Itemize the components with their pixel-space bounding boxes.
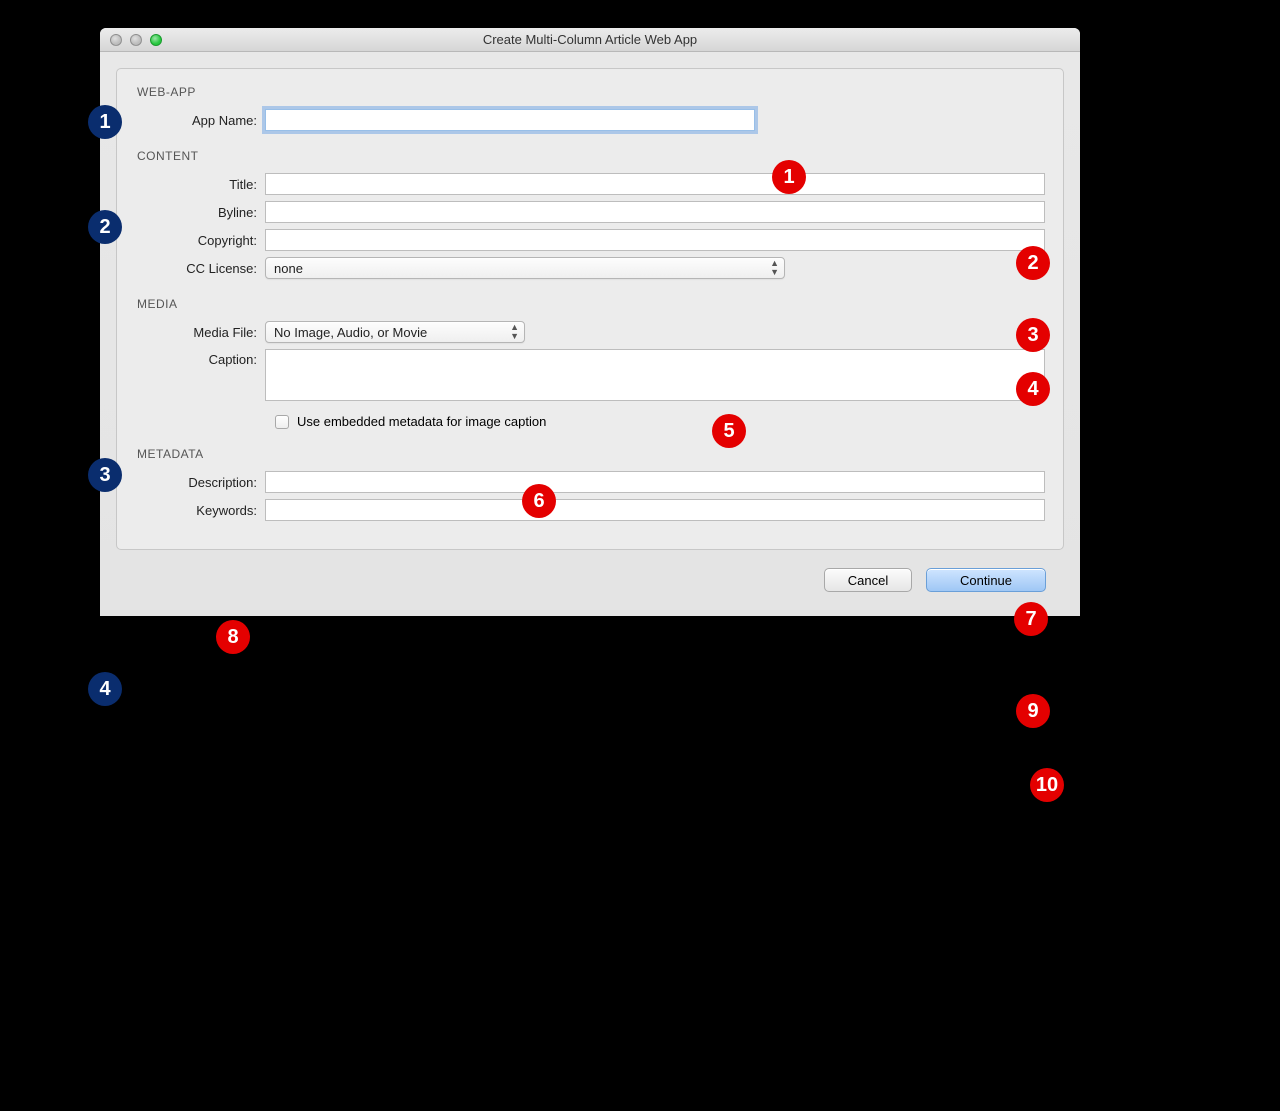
callout-blue-2: 2 [88, 210, 122, 244]
label-app-name: App Name: [135, 113, 265, 128]
row-caption: Caption: [135, 349, 1045, 404]
callout-blue-4: 4 [88, 672, 122, 706]
copyright-input[interactable] [265, 229, 1045, 251]
label-title: Title: [135, 177, 265, 192]
traffic-lights [100, 34, 162, 46]
continue-button[interactable]: Continue [926, 568, 1046, 592]
callout-red-3: 3 [1016, 318, 1050, 352]
row-embedded-metadata: Use embedded metadata for image caption [275, 414, 1045, 429]
zoom-icon[interactable] [150, 34, 162, 46]
callout-red-1: 1 [772, 160, 806, 194]
titlebar: Create Multi-Column Article Web App [100, 28, 1080, 52]
callout-red-9: 9 [1016, 694, 1050, 728]
form-panel: WEB-APP App Name: CONTENT Title: Byline:… [116, 68, 1064, 550]
button-row: Cancel Continue [116, 550, 1064, 598]
section-header-content: CONTENT [137, 149, 1045, 163]
row-cc-license: CC License: none ▲▼ [135, 257, 1045, 279]
row-byline: Byline: [135, 201, 1045, 223]
callout-red-7: 7 [1014, 602, 1048, 636]
row-keywords: Keywords: [135, 499, 1045, 521]
callout-red-4: 4 [1016, 372, 1050, 406]
row-title: Title: [135, 173, 1045, 195]
row-description: Description: [135, 471, 1045, 493]
chevron-updown-icon: ▲▼ [770, 259, 779, 277]
minimize-icon[interactable] [130, 34, 142, 46]
label-copyright: Copyright: [135, 233, 265, 248]
row-app-name: App Name: [135, 109, 1045, 131]
keywords-input[interactable] [265, 499, 1045, 521]
embedded-metadata-checkbox[interactable] [275, 415, 289, 429]
title-input[interactable] [265, 173, 1045, 195]
row-media-file: Media File: No Image, Audio, or Movie ▲▼ [135, 321, 1045, 343]
app-name-input[interactable] [265, 109, 755, 131]
section-header-metadata: METADATA [137, 447, 1045, 461]
callout-red-8: 8 [216, 620, 250, 654]
label-caption: Caption: [135, 349, 265, 367]
media-file-value: No Image, Audio, or Movie [274, 325, 427, 340]
caption-textarea[interactable] [265, 349, 1045, 401]
label-byline: Byline: [135, 205, 265, 220]
label-description: Description: [135, 475, 265, 490]
label-keywords: Keywords: [135, 503, 265, 518]
section-header-media: MEDIA [137, 297, 1045, 311]
byline-input[interactable] [265, 201, 1045, 223]
cancel-button[interactable]: Cancel [824, 568, 912, 592]
cc-license-value: none [274, 261, 303, 276]
dialog-window: Create Multi-Column Article Web App WEB-… [100, 28, 1080, 616]
label-embedded-metadata: Use embedded metadata for image caption [297, 414, 546, 429]
callout-red-6: 6 [522, 484, 556, 518]
content-area: WEB-APP App Name: CONTENT Title: Byline:… [100, 52, 1080, 616]
section-header-webapp: WEB-APP [137, 85, 1045, 99]
callout-blue-1: 1 [88, 105, 122, 139]
description-input[interactable] [265, 471, 1045, 493]
window-title: Create Multi-Column Article Web App [100, 32, 1080, 47]
label-cc-license: CC License: [135, 261, 265, 276]
label-media-file: Media File: [135, 325, 265, 340]
media-file-select[interactable]: No Image, Audio, or Movie ▲▼ [265, 321, 525, 343]
callout-red-10: 10 [1030, 768, 1064, 802]
cc-license-select[interactable]: none ▲▼ [265, 257, 785, 279]
callout-red-5: 5 [712, 414, 746, 448]
row-copyright: Copyright: [135, 229, 1045, 251]
callout-red-2: 2 [1016, 246, 1050, 280]
callout-blue-3: 3 [88, 458, 122, 492]
close-icon[interactable] [110, 34, 122, 46]
chevron-updown-icon: ▲▼ [510, 323, 519, 341]
